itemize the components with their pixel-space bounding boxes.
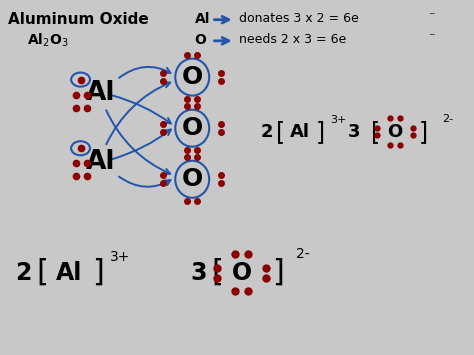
Text: O: O xyxy=(232,261,252,285)
Text: O: O xyxy=(182,116,203,140)
Text: 3+: 3+ xyxy=(330,115,346,125)
Text: 3: 3 xyxy=(190,261,206,285)
Text: 2: 2 xyxy=(261,123,273,141)
Text: Al: Al xyxy=(195,12,210,26)
Text: [: [ xyxy=(36,258,49,287)
Text: O: O xyxy=(387,123,402,141)
Text: 3+: 3+ xyxy=(110,250,130,264)
Text: Al$_2$O$_3$: Al$_2$O$_3$ xyxy=(27,31,69,49)
Text: 2-: 2- xyxy=(296,247,310,261)
Text: ⁻: ⁻ xyxy=(428,10,435,23)
Text: needs 2 x 3 = 6e: needs 2 x 3 = 6e xyxy=(239,33,346,46)
Text: Aluminum Oxide: Aluminum Oxide xyxy=(9,12,149,27)
Text: ]: ] xyxy=(419,120,428,144)
Text: Al: Al xyxy=(86,80,115,106)
Text: [: [ xyxy=(211,258,223,287)
Text: Al: Al xyxy=(55,261,82,285)
Text: [: [ xyxy=(276,120,285,144)
Text: ]: ] xyxy=(316,120,325,144)
Text: O: O xyxy=(182,167,203,191)
Text: O: O xyxy=(182,65,203,89)
Text: O: O xyxy=(195,33,207,47)
Text: 2: 2 xyxy=(16,261,32,285)
Text: 3: 3 xyxy=(348,123,360,141)
Text: [: [ xyxy=(371,120,381,144)
Text: ]: ] xyxy=(273,258,284,287)
Text: donates 3 x 2 = 6e: donates 3 x 2 = 6e xyxy=(239,12,359,25)
Text: ⁻: ⁻ xyxy=(428,31,435,44)
Text: ]: ] xyxy=(92,258,104,287)
Text: 2-: 2- xyxy=(442,114,453,124)
Text: Al: Al xyxy=(86,149,115,175)
Text: Al: Al xyxy=(290,123,310,141)
